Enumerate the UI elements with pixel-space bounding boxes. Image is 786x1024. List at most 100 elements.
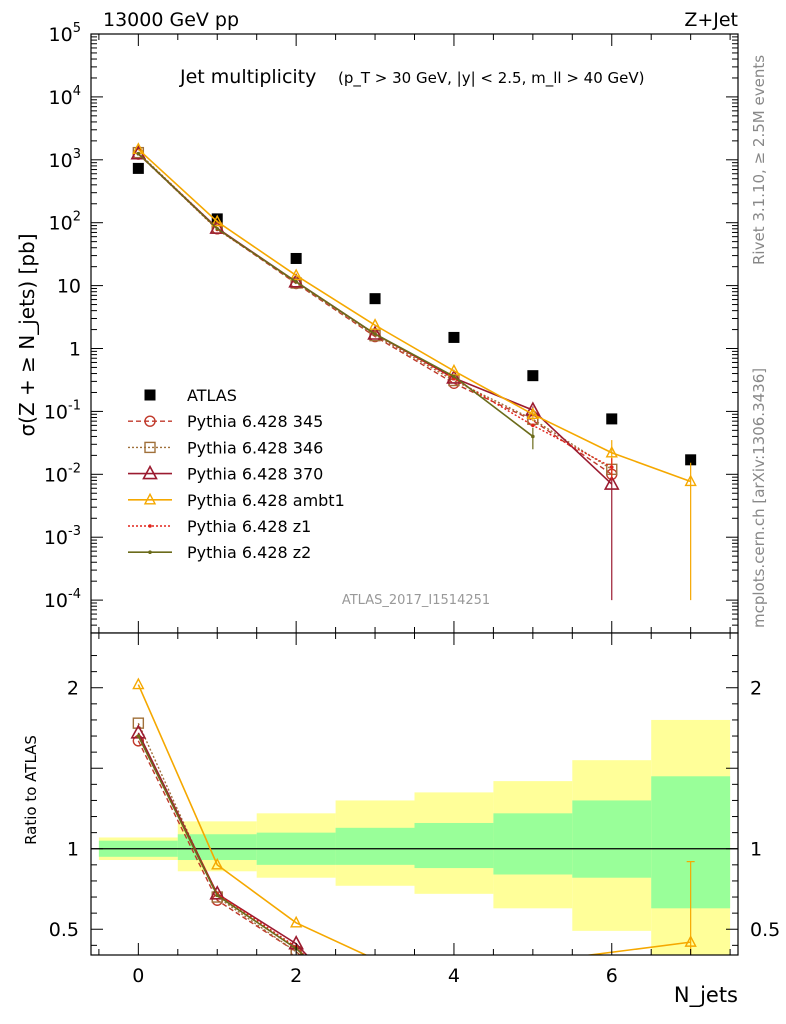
ratio-y-tick-label-right: 2 <box>750 678 762 700</box>
y-tick-label: 10-3 <box>44 524 81 549</box>
point-atlas <box>527 370 539 382</box>
point-pythia-6-428-ambt1 <box>368 318 382 330</box>
series-pythia-6-428-ambt1 <box>132 142 697 601</box>
legend-item-atlas: ATLAS <box>144 386 237 405</box>
legend-marker <box>144 441 156 454</box>
x-tick-label: 6 <box>606 965 618 987</box>
ratio-xlabel: N_jets <box>674 983 738 1008</box>
y-tick-label: 103 <box>49 147 81 172</box>
main-series-group <box>130 142 697 601</box>
ratio-point-pythia-6-428-z2 <box>215 893 220 898</box>
ratio-axes: 0.5 0.5 1 1 2 2 0 2 4 6 <box>49 632 780 987</box>
ratio-ylabel: Ratio to ATLAS <box>22 735 40 845</box>
ratio-point-pythia-6-428-346 <box>132 717 145 729</box>
rivet-label: Rivet 3.1.10, ≥ 2.5M events <box>750 55 768 265</box>
y-tick-label: 104 <box>49 84 81 109</box>
point-atlas <box>685 454 697 466</box>
main-title-cuts: (p_T > 30 GeV, |y| < 2.5, m_ll > 40 GeV) <box>338 69 645 88</box>
ratio-y-tick-label: 0.5 <box>49 919 79 941</box>
x-tick-label: 2 <box>290 965 302 987</box>
x-tick-label: 0 <box>132 965 144 987</box>
y-tick-label: 10-2 <box>44 461 81 486</box>
legend-label: Pythia 6.428 370 <box>187 465 323 484</box>
point-pythia-6-428-ambt1 <box>289 268 303 281</box>
point-atlas <box>132 162 144 174</box>
uncertainty-band-inner <box>572 800 652 878</box>
legend-label: Pythia 6.428 z2 <box>187 543 311 562</box>
mcplots-label: mcplots.cern.ch [arXiv:1306.3436] <box>750 368 768 628</box>
ratio-line-pythia-6-428-370 <box>137 732 308 955</box>
series-line-pythia-6-428-z2 <box>137 153 534 438</box>
ratio-point-pythia-6-428-z2 <box>136 734 141 738</box>
point-pythia-6-428-z2 <box>294 279 298 284</box>
legend-item-pythia-6-428-z1: Pythia 6.428 z1 <box>128 517 311 536</box>
main-panel <box>90 33 739 634</box>
ratio-y-tick-label-right: 0.5 <box>750 919 780 941</box>
main-title: Jet multiplicity <box>179 66 316 88</box>
legend-label: Pythia 6.428 z1 <box>187 517 311 536</box>
y-tick-label: 10-1 <box>44 398 81 423</box>
series-line-pythia-6-428-ambt1 <box>137 148 691 483</box>
legend-marker <box>144 389 156 401</box>
main-axes: 10-4 10-3 10-2 10-1 1 10 102 103 104 105 <box>44 21 738 634</box>
point-pythia-6-428-z2 <box>531 434 535 439</box>
header-right: Z+Jet <box>684 9 738 31</box>
point-atlas <box>290 252 302 264</box>
y-tick-label: 10-4 <box>44 587 81 612</box>
y-tick-label: 1 <box>69 339 81 361</box>
ratio-point-pythia-6-428-ambt1 <box>289 915 303 928</box>
legend-item-pythia-6-428-ambt1: Pythia 6.428 ambt1 <box>128 491 345 510</box>
point-atlas <box>448 331 460 343</box>
ratio-y-tick-label: 2 <box>67 678 79 700</box>
point-atlas <box>369 293 381 305</box>
legend-marker <box>148 550 152 554</box>
ratio-series-pythia-6-428-ambt1 <box>132 677 697 955</box>
main-frame <box>90 33 739 634</box>
point-pythia-6-428-ambt1 <box>526 407 540 419</box>
legend-item-pythia-6-428-345: Pythia 6.428 345 <box>128 412 323 431</box>
ratio-point-pythia-6-428-ambt1 <box>211 857 224 870</box>
ratio-line-pythia-6-428-ambt1 <box>137 684 691 955</box>
point-atlas <box>606 413 618 425</box>
point-pythia-6-428-z2 <box>215 226 220 231</box>
point-pythia-6-428-370 <box>603 475 620 490</box>
point-pythia-6-428-z2 <box>136 151 141 156</box>
ratio-point-pythia-6-428-370 <box>209 885 226 900</box>
y-tick-label: 102 <box>49 210 81 235</box>
legend-label: Pythia 6.428 ambt1 <box>187 491 345 510</box>
legend-marker <box>142 464 158 480</box>
point-pythia-6-428-ambt1 <box>605 445 618 458</box>
legend-item-pythia-6-428-z2: Pythia 6.428 z2 <box>128 543 311 562</box>
point-pythia-6-428-370 <box>367 325 383 340</box>
legend-label: Pythia 6.428 345 <box>187 412 323 431</box>
legend-label: ATLAS <box>187 386 237 405</box>
uncertainty-band-inner <box>493 813 573 875</box>
point-pythia-6-428-z2 <box>452 374 456 379</box>
point-atlas <box>211 213 223 225</box>
series-atlas <box>132 162 697 466</box>
ratio-point-pythia-6-428-ambt1 <box>132 677 145 690</box>
y-tick-label: 105 <box>49 21 81 46</box>
uncertainty-band-inner <box>335 827 415 865</box>
ratio-y-tick-label-right: 1 <box>750 839 762 861</box>
point-pythia-6-428-370 <box>288 273 304 288</box>
y-tick-label: 10 <box>57 276 81 298</box>
legend-marker <box>148 524 152 528</box>
legend-label: Pythia 6.428 346 <box>187 438 323 457</box>
x-tick-label: 4 <box>448 965 460 987</box>
ratio-line-pythia-6-428-z2 <box>137 735 305 955</box>
point-pythia-6-428-z1 <box>609 465 614 469</box>
ratio-point-pythia-6-428-ambt1 <box>684 935 697 947</box>
legend-item-pythia-6-428-370: Pythia 6.428 370 <box>128 465 323 484</box>
series-pythia-6-428-z2 <box>136 151 535 450</box>
point-pythia-6-428-z1 <box>531 423 535 428</box>
legend-marker <box>143 492 157 505</box>
ratio-line-pythia-6-428-345 <box>137 740 302 955</box>
point-pythia-6-428-z2 <box>373 332 377 336</box>
legend-item-pythia-6-428-346: Pythia 6.428 346 <box>128 438 323 457</box>
legend-marker <box>144 415 156 427</box>
uncertainty-band-inner <box>414 822 494 869</box>
point-pythia-6-428-ambt1 <box>684 474 697 487</box>
analysis-watermark: ATLAS_2017_I1514251 <box>342 593 490 608</box>
